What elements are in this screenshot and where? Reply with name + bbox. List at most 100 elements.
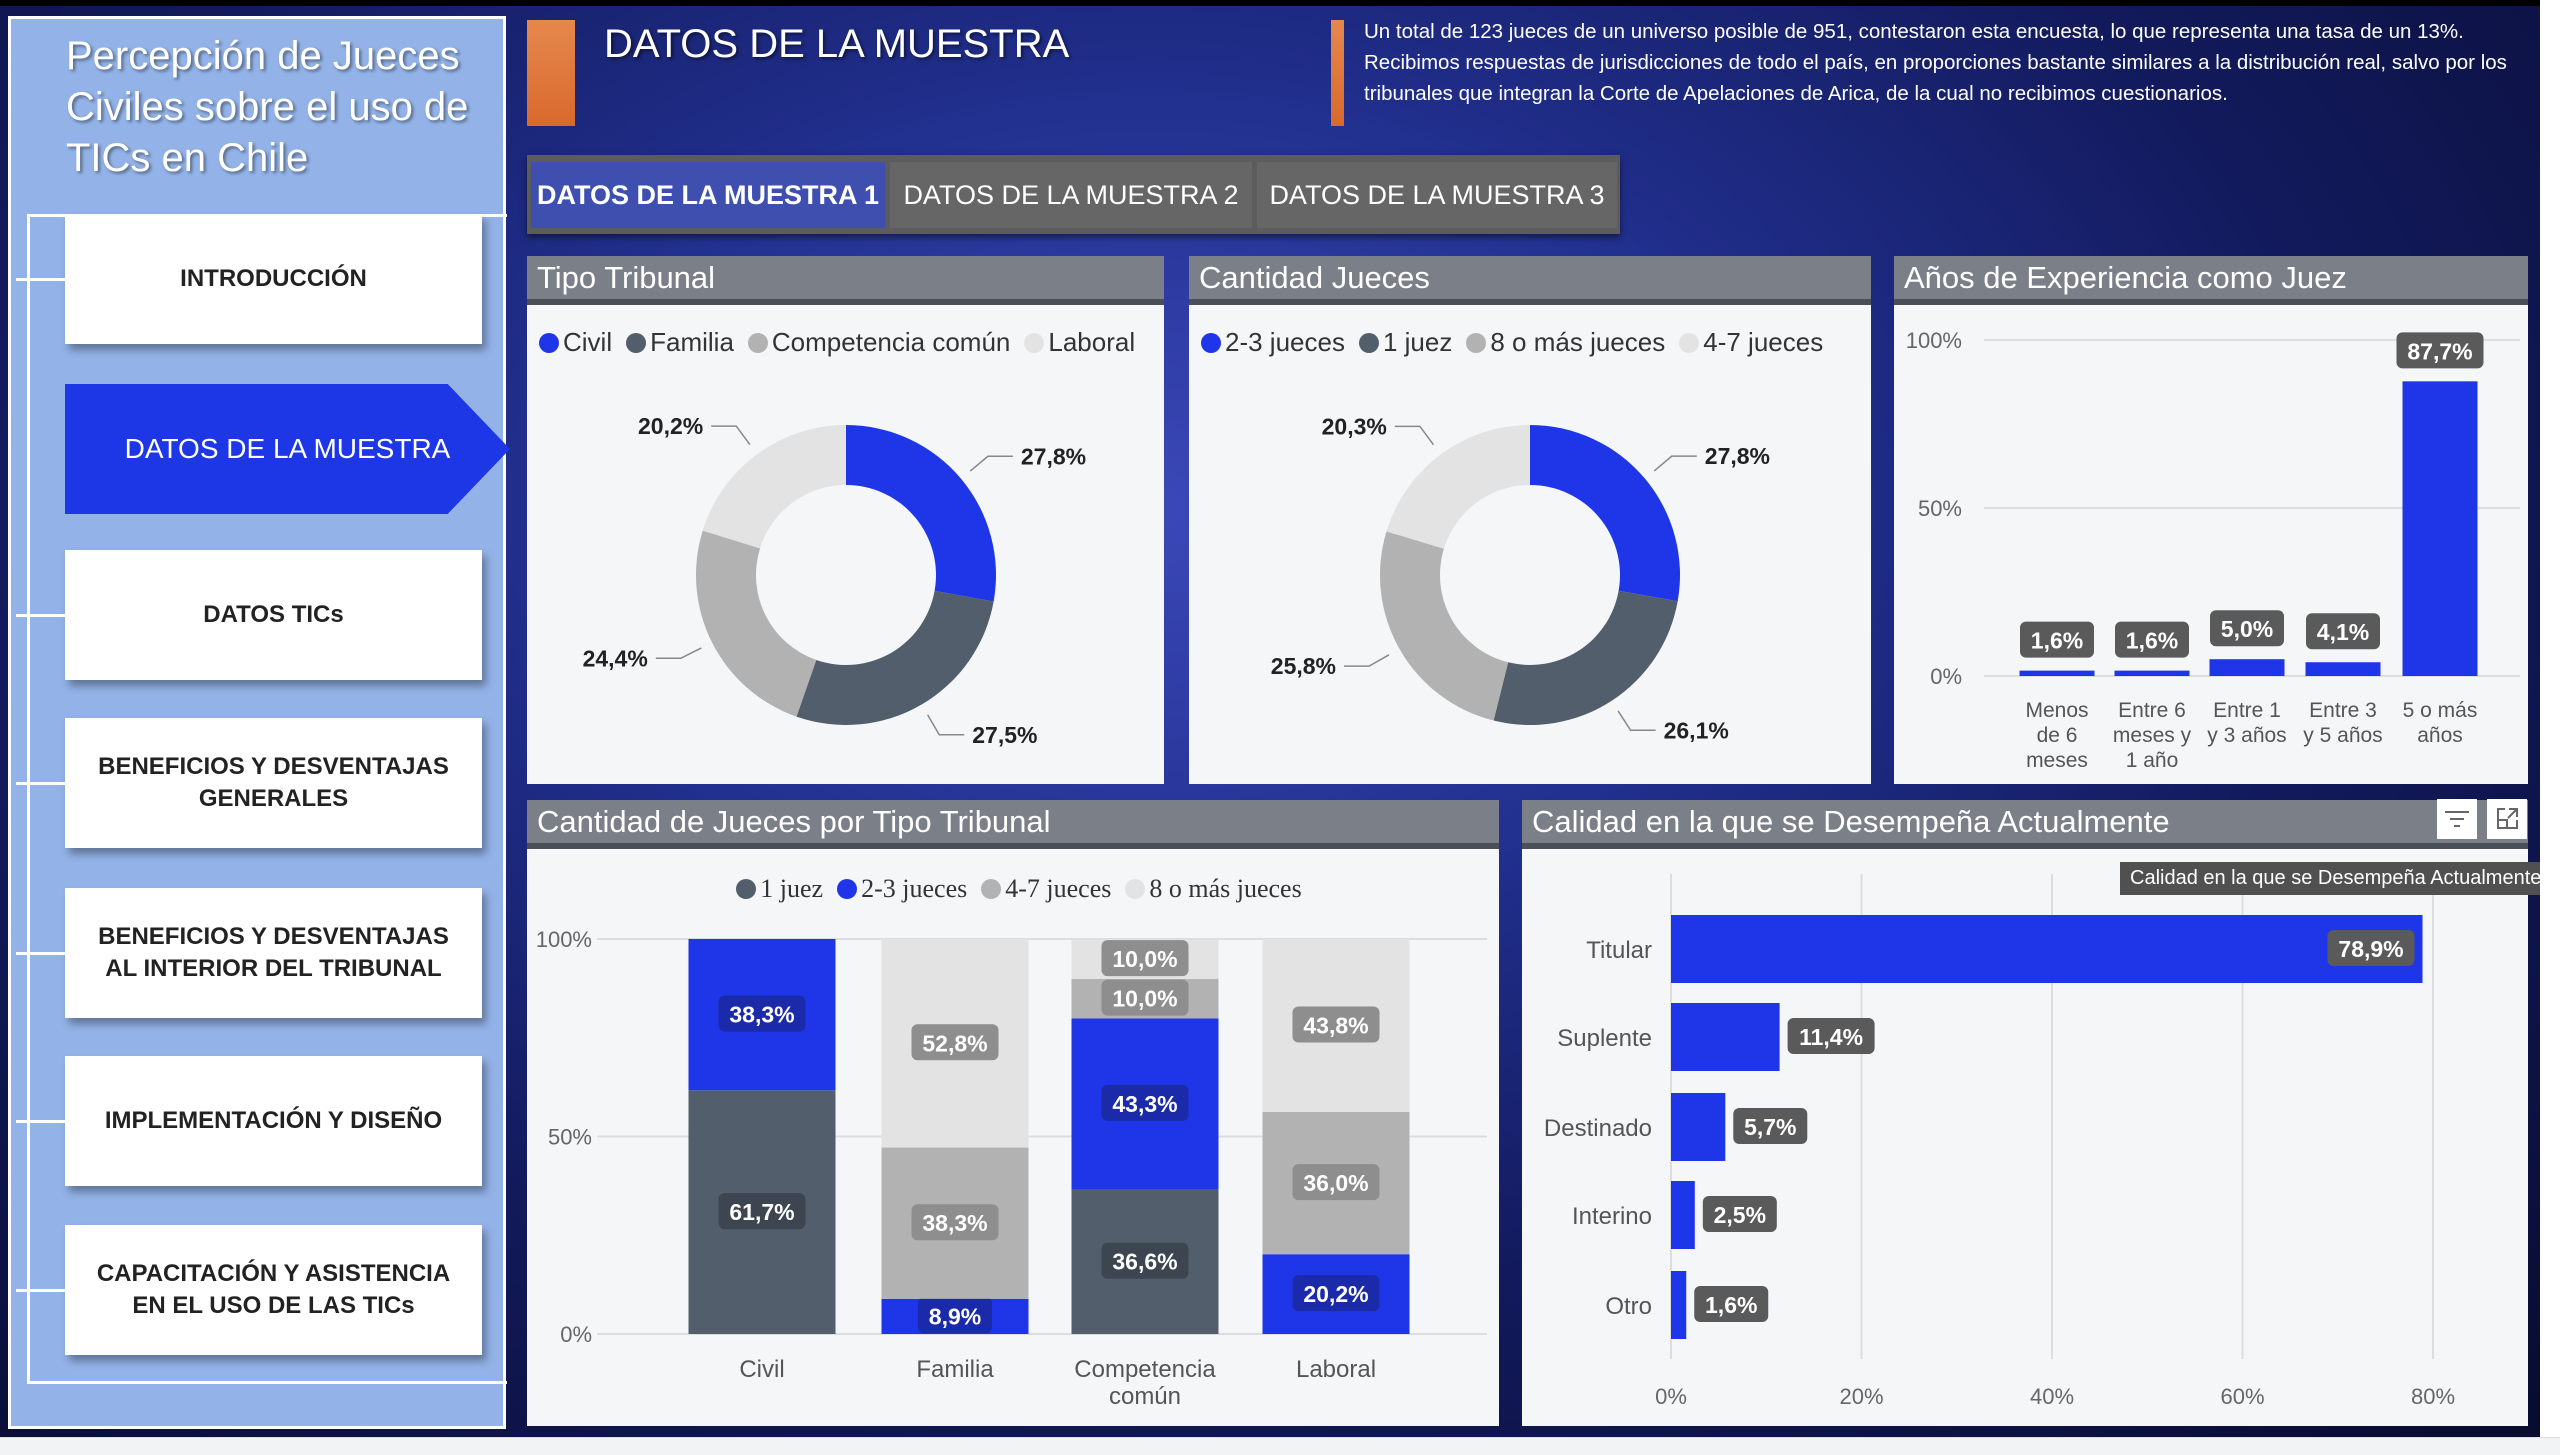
legend-item[interactable]: 4-7 jueces bbox=[1679, 327, 1823, 358]
legend-item[interactable]: Familia bbox=[626, 327, 734, 358]
data-label: 2,5% bbox=[1714, 1202, 1766, 1228]
legend-swatch bbox=[837, 879, 858, 899]
legend-item[interactable]: Competencia común bbox=[747, 327, 1011, 358]
x-tick-label: y 3 años bbox=[2207, 724, 2286, 747]
x-tick-label: meses y bbox=[2113, 724, 2192, 747]
x-tick-label: Competencia bbox=[1074, 1356, 1216, 1383]
donut-chart: 27,8% 26,1% 25,8% 20,3% bbox=[1271, 413, 1770, 743]
legend-swatch bbox=[1466, 332, 1487, 353]
y-tick-label: 100% bbox=[536, 927, 592, 952]
panel-body: 0% 50% 100% 1,6% Menos de 6 meses 1,6% Entre 6 me… bbox=[1894, 305, 2528, 784]
bar bbox=[2019, 670, 2095, 676]
slice-label: 27,8% bbox=[1705, 443, 1770, 469]
top-edge bbox=[0, 0, 2560, 6]
tab-datos-muestra-3[interactable]: DATOS DE LA MUESTRA 3 bbox=[1257, 162, 1617, 228]
data-label-bg bbox=[911, 1024, 999, 1061]
report-title: Percepción de Jueces Civiles sobre el us… bbox=[66, 34, 469, 180]
bar bbox=[2402, 381, 2478, 676]
data-label: 43,8% bbox=[1303, 1013, 1368, 1039]
legend-item[interactable]: 1 juez bbox=[736, 874, 823, 904]
donut-slice bbox=[1380, 531, 1509, 721]
x-tick-label: Entre 1 bbox=[2213, 699, 2281, 722]
y-tick-label: 50% bbox=[548, 1125, 592, 1150]
legend-item[interactable]: 8 o más jueces bbox=[1125, 874, 1302, 904]
bar bbox=[1671, 1181, 1695, 1249]
page-edge bbox=[2540, 0, 2560, 1455]
panel-anos-experiencia: Años de Experiencia como Juez 0% 50% 100% 1… bbox=[1894, 256, 2528, 784]
tooltip: Calidad en la que se Desempeña Actualmen… bbox=[2120, 862, 2560, 895]
x-tick-label: años bbox=[2417, 724, 2463, 747]
legend-label: 2-3 jueces bbox=[861, 874, 968, 903]
data-label: 38,3% bbox=[729, 1002, 794, 1028]
legend-swatch bbox=[1201, 332, 1221, 353]
data-label-bg bbox=[2020, 621, 2094, 658]
legend-label: Competencia común bbox=[771, 327, 1011, 357]
tab-datos-muestra-1[interactable]: DATOS DE LA MUESTRA 1 bbox=[531, 162, 885, 228]
legend-item[interactable]: 2-3 jueces bbox=[1201, 327, 1345, 358]
chart-legend: Civil Familia Competencia común Laboral bbox=[527, 327, 1164, 358]
accent-bar-small bbox=[1331, 20, 1344, 126]
sidebar-item[interactable]: CAPACITACIÓN Y ASISTENCIA EN EL USO DE L… bbox=[65, 1225, 482, 1355]
data-label-bg bbox=[2306, 613, 2380, 650]
panel-title: Calidad en la que se Desempeña Actualmen… bbox=[1522, 800, 2528, 849]
data-label: 87,7% bbox=[2407, 338, 2472, 364]
legend-swatch bbox=[1024, 332, 1045, 353]
legend-item[interactable]: 2-3 jueces bbox=[837, 874, 967, 904]
legend-item[interactable]: 4-7 jueces bbox=[981, 874, 1111, 904]
leader-line bbox=[1653, 455, 1697, 472]
sidebar-item[interactable]: DATOS DE LA MUESTRA bbox=[65, 384, 510, 514]
y-tick-label: Destinado bbox=[1544, 1115, 1652, 1142]
data-label-bg bbox=[718, 1193, 806, 1230]
legend-item[interactable]: Laboral bbox=[1024, 327, 1135, 358]
data-label: 52,8% bbox=[922, 1030, 987, 1056]
x-tick-label: y 5 años bbox=[2303, 724, 2382, 747]
tab-datos-muestra-2[interactable]: DATOS DE LA MUESTRA 2 bbox=[890, 162, 1252, 228]
leader-line bbox=[927, 714, 965, 736]
legend-swatch bbox=[747, 332, 768, 353]
legend-label: 8 o más jueces bbox=[1490, 327, 1666, 357]
data-label-bg bbox=[1702, 1196, 1777, 1232]
description-text: Un total de 123 jueces de un universo po… bbox=[1364, 20, 2507, 105]
panel-title: Cantidad de Jueces por Tipo Tribunal bbox=[527, 800, 1499, 849]
data-label: 10,0% bbox=[1112, 986, 1177, 1012]
sidebar-item[interactable]: IMPLEMENTACIÓN Y DISEÑO bbox=[65, 1056, 482, 1186]
x-tick-label: de 6 bbox=[2037, 724, 2078, 747]
donut-slice bbox=[796, 590, 994, 725]
sidebar-item[interactable]: INTRODUCCIÓN bbox=[65, 214, 482, 344]
slice-label: 27,8% bbox=[1021, 443, 1086, 469]
panel-title: Años de Experiencia como Juez bbox=[1894, 256, 2528, 305]
legend-swatch bbox=[736, 879, 757, 899]
data-label: 43,3% bbox=[1112, 1091, 1177, 1117]
panel-body: Civil Familia Competencia común Laboral 27,8… bbox=[527, 305, 1164, 784]
leader-line bbox=[711, 425, 751, 446]
legend-item[interactable]: 8 o más jueces bbox=[1466, 327, 1665, 358]
data-label: 61,7% bbox=[729, 1199, 794, 1225]
expand-button[interactable] bbox=[2487, 799, 2527, 839]
slice-label: 26,1% bbox=[1664, 717, 1729, 743]
legend-item[interactable]: Civil bbox=[539, 327, 612, 358]
leader-line bbox=[1394, 425, 1435, 446]
y-tick-label: Interino bbox=[1572, 1203, 1652, 1230]
data-label: 1,6% bbox=[1705, 1292, 1757, 1318]
x-tick-label: Familia bbox=[916, 1356, 994, 1383]
nav-connector bbox=[16, 614, 65, 617]
accent-bar bbox=[527, 20, 575, 126]
legend-item[interactable]: 1 juez bbox=[1358, 327, 1452, 358]
legend-swatch bbox=[1125, 879, 1146, 899]
legend-label: Familia bbox=[650, 327, 734, 357]
legend-label: 8 o más jueces bbox=[1149, 874, 1302, 903]
leader-line bbox=[1617, 710, 1656, 732]
x-tick-label: 0% bbox=[1655, 1384, 1687, 1409]
sidebar-item[interactable]: BENEFICIOS Y DESVENTAJAS GENERALES bbox=[65, 718, 482, 848]
legend-label: Laboral bbox=[1048, 327, 1136, 357]
donut-slice bbox=[1493, 590, 1678, 725]
slice-label: 25,8% bbox=[1271, 653, 1336, 679]
panel-body: 0% 20% 40% 60% 80% Titular 78,9% Suplente 11,4% D… bbox=[1522, 849, 2528, 1426]
y-tick-label: 0% bbox=[560, 1322, 592, 1347]
sidebar-item[interactable]: BENEFICIOS Y DESVENTAJAS AL INTERIOR DEL… bbox=[65, 888, 482, 1018]
bar bbox=[2305, 662, 2381, 676]
x-tick-label: 20% bbox=[1839, 1384, 1883, 1409]
filter-button[interactable] bbox=[2437, 799, 2477, 839]
sidebar-item[interactable]: DATOS TICs bbox=[65, 550, 482, 680]
